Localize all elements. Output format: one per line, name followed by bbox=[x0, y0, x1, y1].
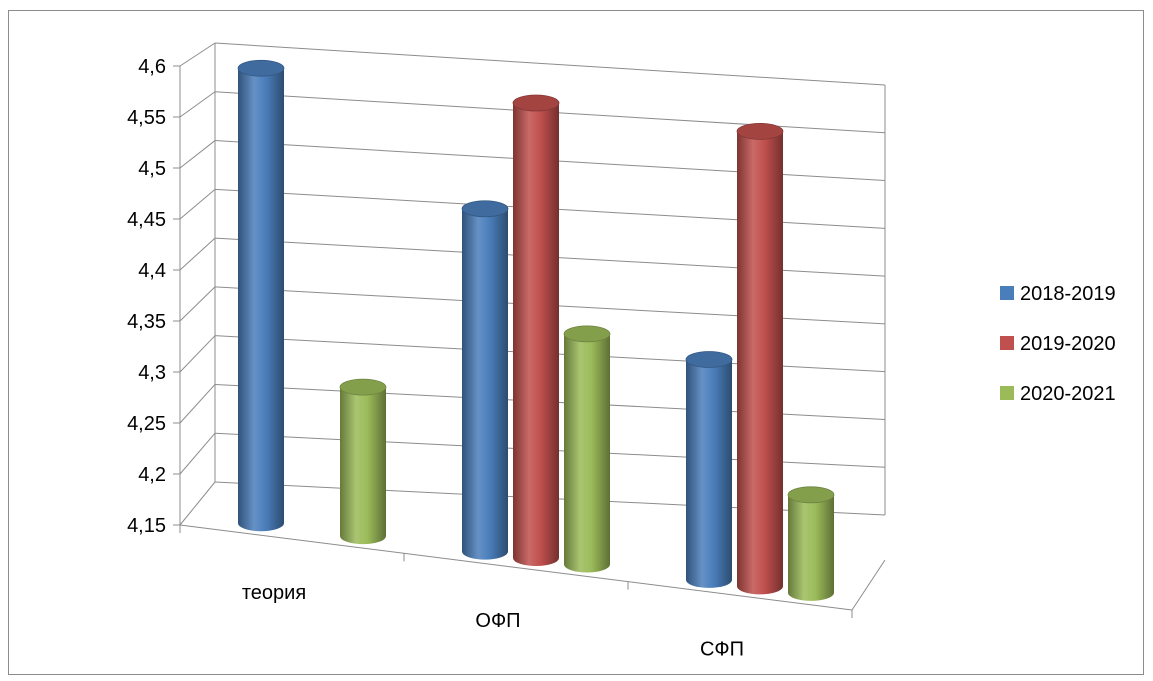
bar-ОФП-2019-2020 bbox=[512, 94, 560, 567]
y-tick-label: 4,2 bbox=[138, 464, 166, 486]
y-tick-label: 4,15 bbox=[127, 515, 166, 537]
y-tick-label: 4,6 bbox=[138, 56, 166, 78]
y-tick-label: 4,35 bbox=[127, 311, 166, 333]
y-tick-label: 4,45 bbox=[127, 209, 166, 231]
gridline bbox=[214, 42, 886, 86]
bar-ОФП-2020-2021 bbox=[563, 325, 611, 573]
legend: 2018-2019 2019-2020 2020-2021 bbox=[1000, 283, 1116, 405]
axes bbox=[173, 43, 886, 618]
bar-СФП-2020-2021 bbox=[787, 486, 835, 601]
bar-СФП-2019-2020 bbox=[736, 122, 784, 595]
side-gridline bbox=[179, 432, 216, 475]
bar-body bbox=[340, 387, 386, 545]
bar-top bbox=[563, 325, 611, 343]
legend-label: 2019-2020 bbox=[1020, 333, 1116, 355]
legend-label: 2020-2021 bbox=[1020, 383, 1116, 405]
bar-top bbox=[339, 378, 387, 396]
y-tick-label: 4,4 bbox=[138, 260, 166, 282]
bar-top bbox=[787, 486, 835, 504]
legend-swatch bbox=[1000, 286, 1014, 300]
side-gridline bbox=[179, 42, 216, 67]
category-label: ОФП bbox=[475, 610, 520, 632]
bar-теория-2018-2019 bbox=[237, 59, 285, 532]
category-labels: теория ОФП СФП bbox=[242, 582, 744, 661]
category-label: СФП bbox=[700, 639, 744, 661]
side-gridline bbox=[179, 335, 216, 373]
side-gridline bbox=[179, 384, 216, 424]
bar-top bbox=[685, 351, 733, 368]
side-gridline bbox=[179, 481, 216, 526]
side-gridline bbox=[179, 286, 216, 322]
bar-body bbox=[513, 103, 559, 567]
side-gridline bbox=[179, 188, 216, 220]
bar-top bbox=[237, 59, 285, 77]
bar-ОФП-2018-2019 bbox=[461, 200, 509, 560]
bar-body bbox=[238, 68, 284, 532]
x-axis-line bbox=[179, 524, 853, 611]
side-gridline bbox=[179, 91, 216, 118]
legend-label: 2018-2019 bbox=[1020, 283, 1116, 305]
bar-body bbox=[462, 208, 508, 560]
y-tick-label: 4,3 bbox=[138, 362, 166, 384]
side-gridline bbox=[179, 140, 216, 169]
y-tick-label: 4,25 bbox=[127, 413, 166, 435]
legend-swatch bbox=[1000, 336, 1014, 350]
bar-body bbox=[788, 494, 834, 601]
bar-top bbox=[512, 94, 560, 112]
bar-top bbox=[736, 122, 784, 140]
bar-body bbox=[737, 131, 783, 595]
bar-top bbox=[461, 200, 509, 218]
y-tick-label: 4,5 bbox=[138, 158, 166, 180]
legend-swatch bbox=[1000, 386, 1014, 400]
bar-теория-2020-2021 bbox=[339, 378, 387, 545]
y-tick-label: 4,55 bbox=[127, 107, 166, 129]
bar-body bbox=[564, 333, 610, 573]
y-tick-labels: 4,15 4,2 4,25 4,3 4,35 4,4 4,45 4,5 4,55 4,6 bbox=[127, 56, 166, 537]
bars bbox=[237, 59, 835, 601]
bar-СФП-2018-2019 bbox=[685, 351, 733, 588]
category-label: теория bbox=[242, 582, 306, 604]
side-gridline bbox=[179, 237, 216, 271]
bar-body bbox=[686, 359, 732, 588]
floor-edge bbox=[851, 559, 886, 611]
